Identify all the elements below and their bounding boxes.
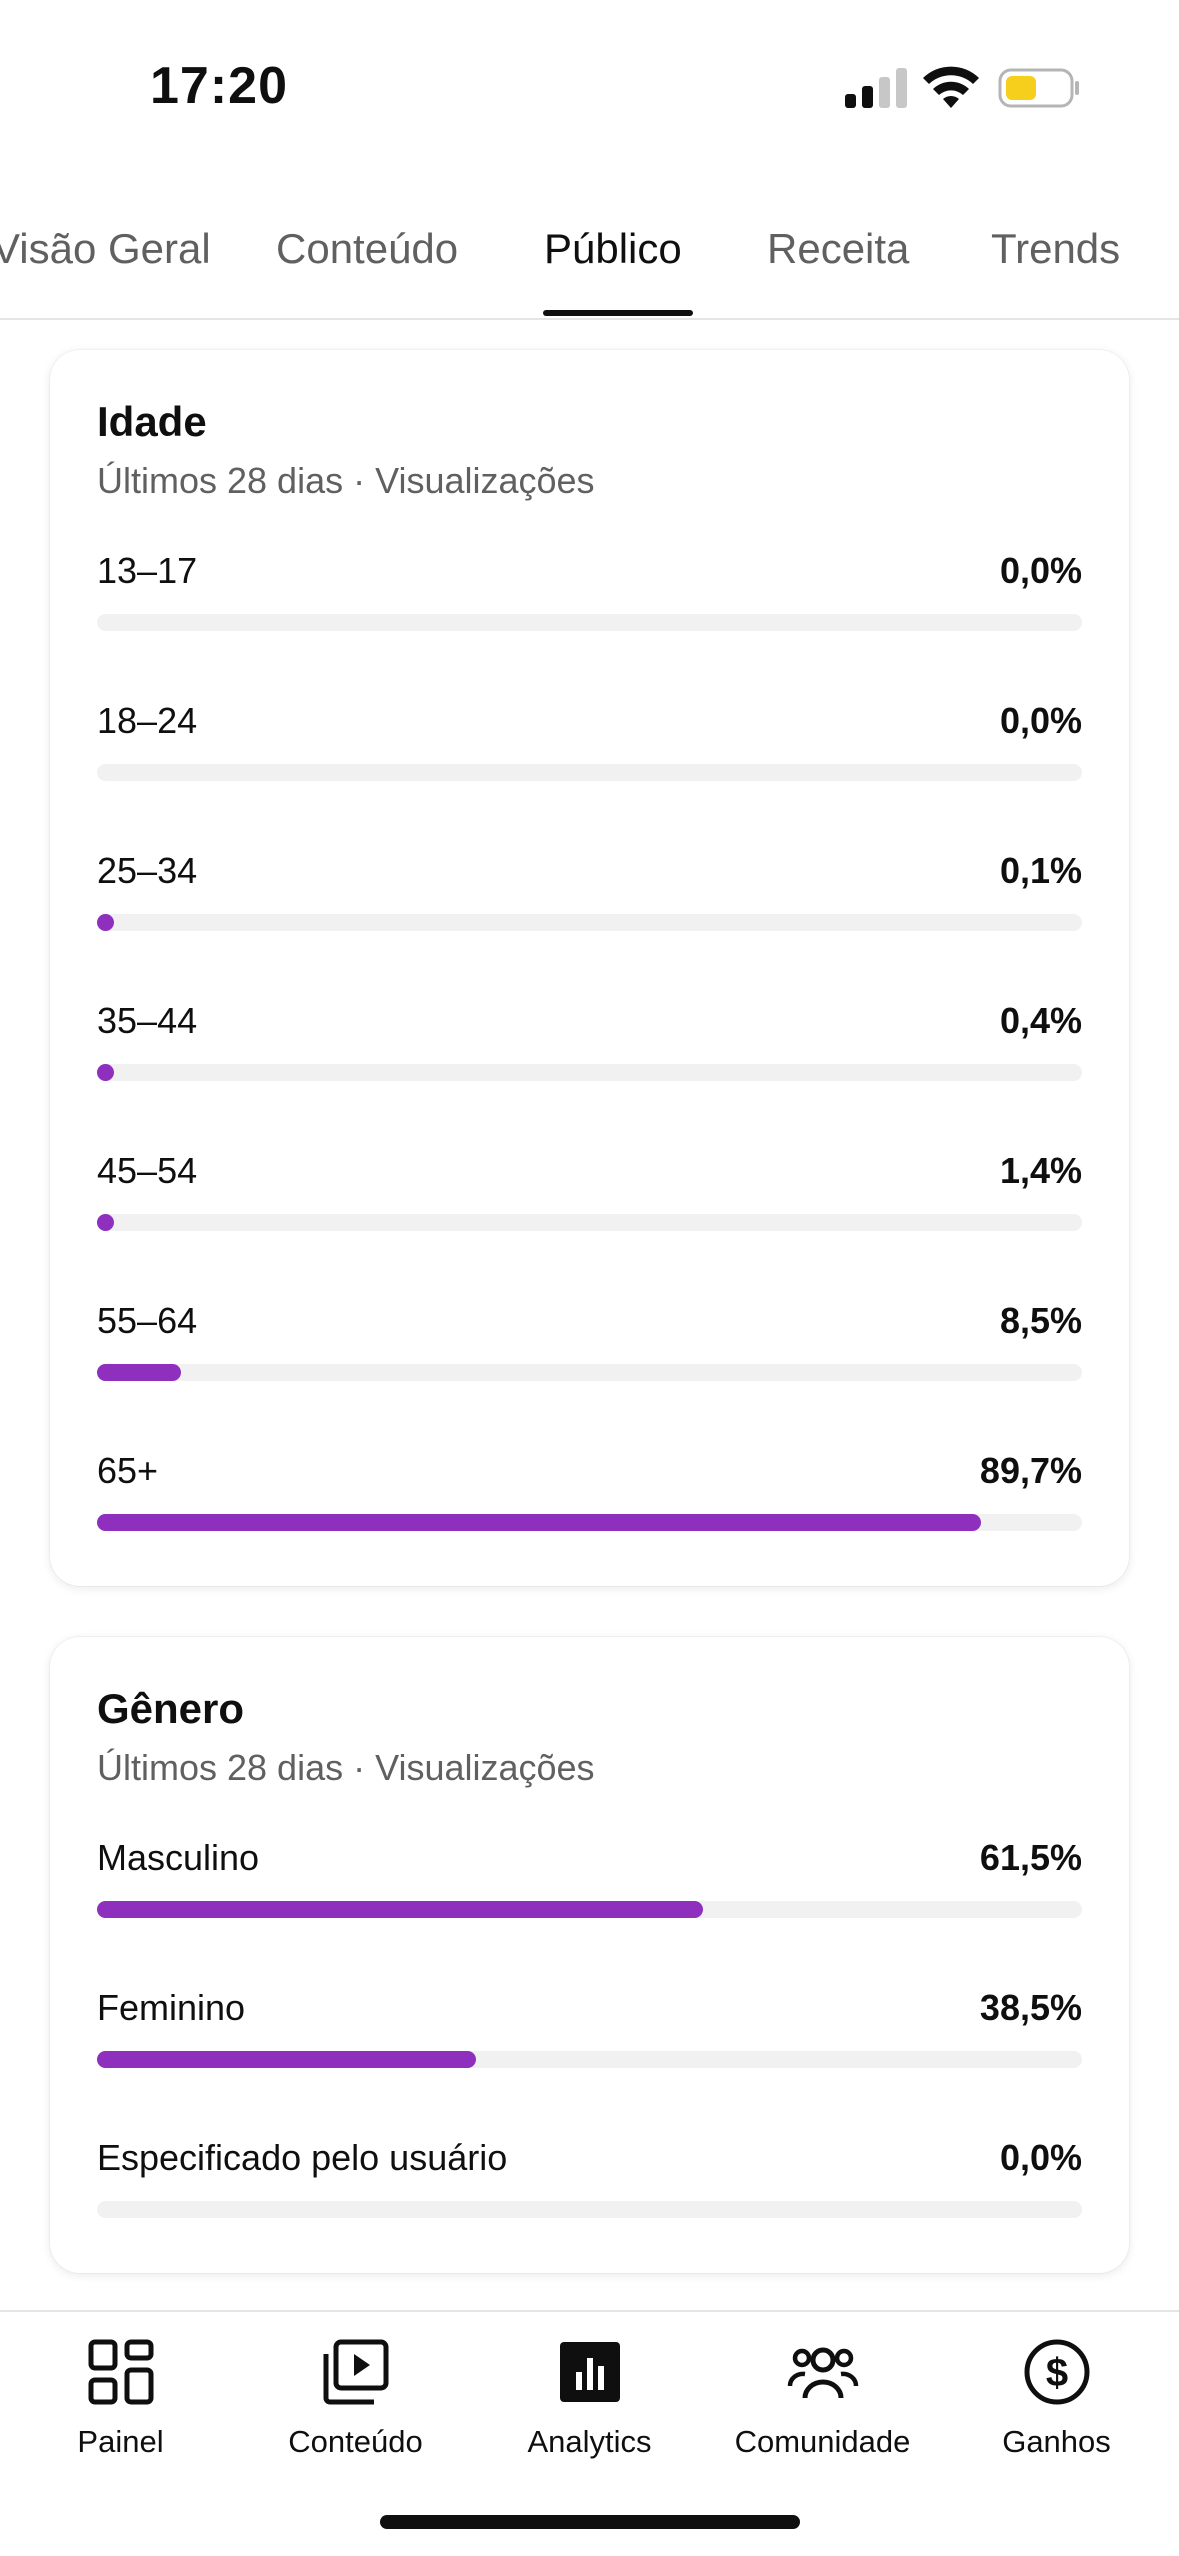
progress-fill — [97, 2051, 477, 2068]
progress-track — [97, 1901, 1082, 1918]
row-value: 0,0% — [999, 2137, 1082, 2178]
tab-publico[interactable]: Público — [544, 225, 682, 272]
progress-track — [97, 764, 1082, 781]
row-value: 61,5% — [979, 1837, 1082, 1878]
row-value: 38,5% — [979, 1987, 1082, 2028]
row-value: 0,4% — [999, 1000, 1082, 1041]
row-value: 1,4% — [999, 1150, 1082, 1191]
progress-track — [97, 1214, 1082, 1231]
analytics-tabs: Visão Geral Conteúdo Público Receita Tre… — [0, 195, 1179, 320]
card-title: Idade — [97, 398, 207, 445]
status-bar: 17:20 — [0, 0, 1179, 180]
row-label: Feminino — [97, 1987, 246, 2028]
svg-text:$: $ — [1045, 2351, 1067, 2395]
status-time: 17:20 — [150, 57, 288, 115]
dashboard-icon — [88, 2339, 153, 2405]
tab-visao-geral[interactable]: Visão Geral — [0, 225, 211, 272]
community-icon — [787, 2347, 858, 2399]
row-label: 45–54 — [97, 1150, 198, 1191]
row-label: 65+ — [97, 1450, 159, 1491]
progress-fill — [97, 1514, 981, 1531]
progress-track — [97, 1064, 1082, 1081]
tab-conteudo[interactable]: Conteúdo — [276, 225, 459, 272]
nav-label: Analytics — [527, 2424, 652, 2459]
battery-icon — [998, 68, 1079, 108]
nav-label: Ganhos — [1002, 2424, 1111, 2459]
card-title: Gênero — [97, 1685, 245, 1732]
progress-fill — [97, 1214, 114, 1231]
progress-fill — [97, 1901, 703, 1918]
row-label: 35–44 — [97, 1000, 198, 1041]
row-label: 18–24 — [97, 700, 198, 741]
row-value: 0,0% — [999, 550, 1082, 591]
row-label: 25–34 — [97, 850, 198, 891]
row-label: Especificado pelo usuário — [97, 2137, 508, 2178]
progress-track — [97, 2051, 1082, 2068]
gender-card: Gênero Últimos 28 dias · Visualizações M… — [50, 1637, 1129, 2273]
nav-conteudo[interactable]: Conteúdo — [238, 2312, 473, 2512]
row-value: 89,7% — [979, 1450, 1082, 1491]
nav-comunidade[interactable]: Comunidade — [705, 2312, 940, 2512]
progress-track — [97, 2201, 1082, 2218]
card-subtitle: Últimos 28 dias · Visualizações — [97, 1747, 595, 1788]
nav-ganhos[interactable]: $ Ganhos — [939, 2312, 1174, 2512]
card-subtitle: Últimos 28 dias · Visualizações — [97, 460, 595, 501]
earnings-icon: $ — [1024, 2339, 1089, 2405]
nav-label: Painel — [77, 2424, 164, 2459]
row-label: 13–17 — [97, 550, 198, 591]
age-card: Idade Últimos 28 dias · Visualizações 13… — [50, 350, 1129, 1586]
tab-trends[interactable]: Trends — [991, 225, 1121, 272]
nav-label: Comunidade — [734, 2424, 911, 2459]
wifi-icon — [923, 66, 979, 108]
row-value: 0,0% — [999, 700, 1082, 741]
nav-analytics[interactable]: Analytics — [472, 2312, 707, 2512]
progress-fill — [97, 914, 114, 931]
signal-icon — [845, 68, 907, 108]
progress-fill — [97, 1064, 114, 1081]
home-indicator — [380, 2515, 800, 2529]
progress-track — [97, 614, 1082, 631]
progress-track — [97, 914, 1082, 931]
progress-track — [97, 1364, 1082, 1381]
active-tab-indicator — [543, 310, 693, 316]
row-label: 55–64 — [97, 1300, 198, 1341]
row-value: 0,1% — [999, 850, 1082, 891]
row-label: Masculino — [97, 1837, 260, 1878]
row-value: 8,5% — [999, 1300, 1082, 1341]
tab-receita[interactable]: Receita — [767, 225, 910, 272]
analytics-icon — [559, 2342, 620, 2402]
progress-fill — [97, 1364, 181, 1381]
progress-track — [97, 1514, 1082, 1531]
content-icon — [323, 2339, 388, 2405]
nav-label: Conteúdo — [288, 2424, 423, 2459]
nav-painel[interactable]: Painel — [3, 2312, 238, 2512]
